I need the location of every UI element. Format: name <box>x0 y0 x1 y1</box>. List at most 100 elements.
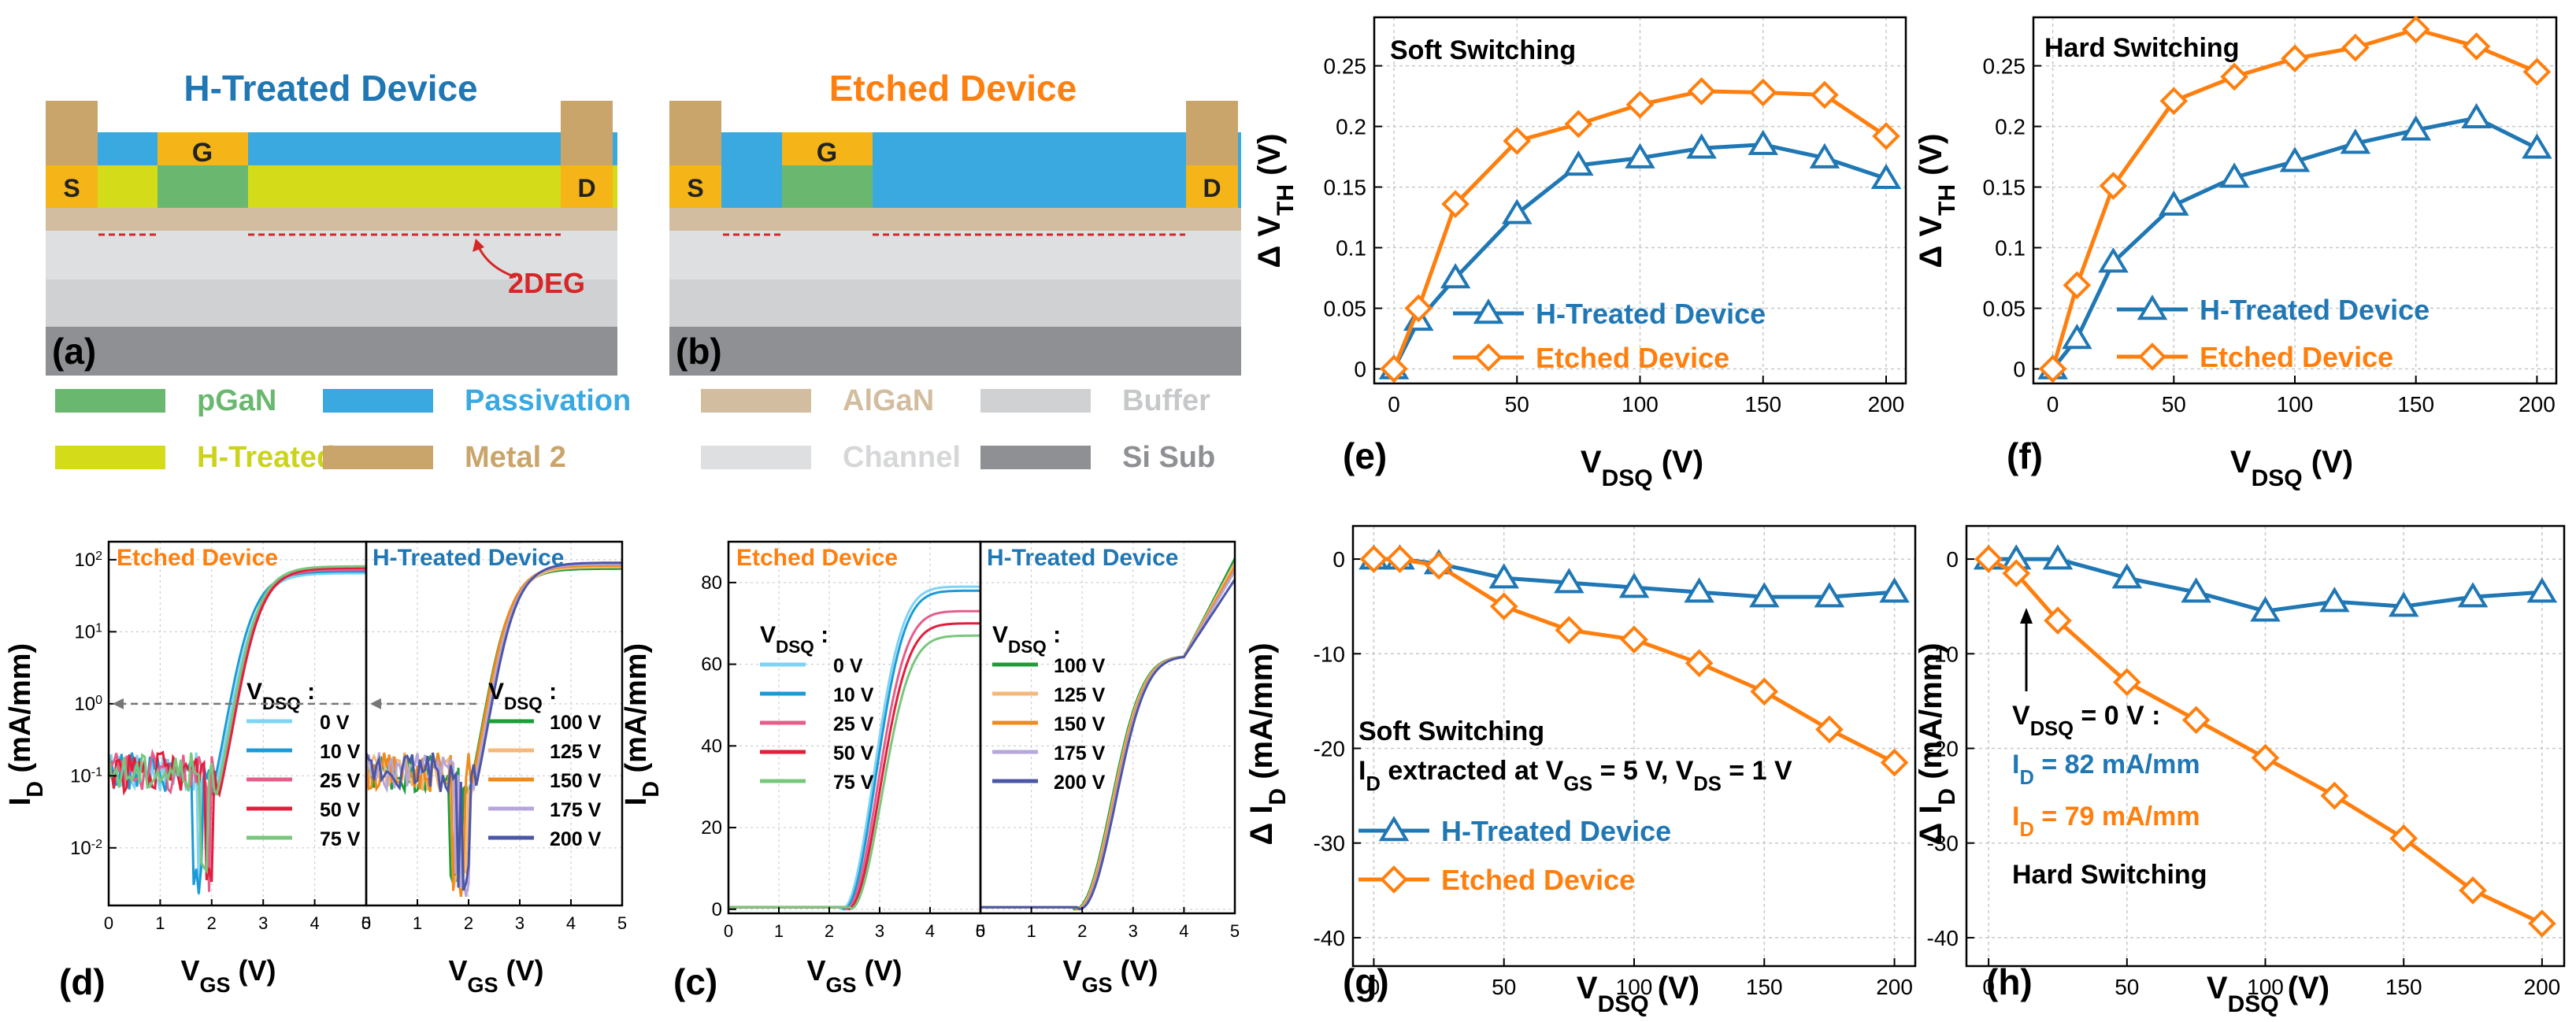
legend-label: 50 V <box>320 799 361 821</box>
data-point-diamond <box>2251 743 2280 772</box>
x-tick-label: 1 <box>413 913 422 933</box>
subplot-title: H-Treated Device <box>373 545 564 571</box>
legend-title: VDSQ : <box>246 679 315 713</box>
x-tick-label: 4 <box>566 913 576 933</box>
si-sub-layer <box>46 327 617 376</box>
series-line-etched-device <box>2051 27 2538 370</box>
annotation-id-etched: ID = 79 mA/mm <box>2012 802 2200 841</box>
data-point-diamond <box>2138 343 2166 371</box>
x-tick-label: 100 <box>2277 392 2314 417</box>
x-tick-label: 3 <box>1129 921 1138 941</box>
curve-100v <box>980 557 1236 911</box>
data-point-triangle <box>2111 563 2143 589</box>
subplot-title: Etched Device <box>736 545 898 571</box>
y-tick-label: -40 <box>1927 926 1959 950</box>
data-point-diamond <box>1811 80 1839 109</box>
x-tick-label: 0 <box>2047 392 2059 417</box>
legend-label: 200 V <box>550 828 602 850</box>
data-point-diamond <box>2099 172 2128 200</box>
data-point-diamond <box>1872 122 1900 150</box>
drain-label: D <box>577 174 595 202</box>
data-point-triangle <box>2457 582 2489 608</box>
legend-label: 10 V <box>833 684 874 706</box>
buffer-layer <box>46 280 617 327</box>
legend-swatch-pgan <box>55 389 165 413</box>
x-axis-title: VGS (V) <box>806 954 902 997</box>
series-line-etched-device <box>1987 557 2543 926</box>
data-point-triangle <box>2218 162 2250 188</box>
data-point-diamond <box>1380 865 1408 894</box>
legend-swatch-buffer <box>980 389 1091 413</box>
data-point-diamond <box>2462 32 2491 61</box>
data-point-triangle <box>2522 133 2552 159</box>
y-tick-label: -30 <box>1927 831 1959 856</box>
x-tick-label: 5 <box>361 913 371 933</box>
panel-h: 0 50 100 150 200 0 -10 -20 -30 -40 VDSQ (V) Δ ID (m… <box>1914 524 2566 1017</box>
annotation-switching: Soft Switching <box>1390 35 1576 65</box>
data-point-triangle <box>2279 146 2311 172</box>
data-point-triangle <box>1563 150 1594 176</box>
plot-frame <box>979 540 1236 915</box>
x-tick-label: 2 <box>464 913 473 933</box>
curve-200v <box>365 561 622 891</box>
data-point-triangle <box>1686 133 1717 159</box>
panel-f: 0 50 100 150 200 0 0.05 0.1 0.15 0.2 0.25 VDSQ (V) Δ… <box>1914 15 2558 491</box>
x-tick-label: 2 <box>1077 921 1087 941</box>
legend-label: 125 V <box>550 741 602 763</box>
y-tick-label: 0 <box>2013 357 2026 382</box>
legend-label: AlGaN <box>843 384 934 417</box>
x-tick-label: 1 <box>1026 921 1036 941</box>
y-tick-label: 0.25 <box>1324 54 1367 79</box>
data-point-diamond <box>1564 109 1593 139</box>
data-point-triangle <box>2319 587 2350 613</box>
x-tick-label: 50 <box>1505 392 1529 417</box>
gate-contact <box>158 132 248 165</box>
data-point-diamond <box>2341 33 2370 62</box>
data-point-diamond <box>2159 87 2189 116</box>
curve-0v <box>108 572 366 895</box>
source-contact <box>669 165 721 208</box>
x-tick-label: 4 <box>925 921 935 941</box>
data-point-diamond <box>2389 824 2418 853</box>
panel-e: 0 50 100 150 200 0 0.05 0.1 0.15 0.2 0.25 VDSQ (V) Δ… <box>1252 16 1907 491</box>
data-point-triangle <box>2042 544 2074 570</box>
curve-150v <box>980 566 1236 911</box>
x-axis-title: VDSQ (V) <box>1577 971 1699 1017</box>
data-point-diamond <box>1489 592 1518 621</box>
drain-metal <box>561 101 613 165</box>
subplot-right: 0 1 2 3 4 5 VDSQ :100 V 125 V 150 V 175 V 200 V H-T… <box>361 540 627 997</box>
x-tick-label: 5 <box>617 913 627 933</box>
x-tick-label: 150 <box>2385 975 2422 999</box>
data-point-diamond <box>2528 909 2556 938</box>
y-tick-label: 0.1 <box>1336 236 1366 261</box>
legend-label: pGaN <box>197 384 276 417</box>
x-tick-label: 3 <box>515 913 524 933</box>
x-tick-label: 200 <box>2524 975 2561 999</box>
data-point-triangle <box>1440 263 1471 289</box>
legend-title: VDSQ : <box>760 622 828 657</box>
y-tick-label: 0 <box>712 899 722 920</box>
annotation-switching: Soft Switching <box>1358 717 1544 746</box>
data-point-triangle <box>1814 582 1845 608</box>
data-point-diamond <box>2038 354 2067 383</box>
x-tick-label: 2 <box>825 921 834 941</box>
algan-layer <box>46 208 617 231</box>
data-point-diamond <box>2281 44 2309 73</box>
subplot-left: 0 1 2 3 4 5 VDSQ :0 V 10 V 25 V 50 V 75 V Etched De… <box>724 540 985 997</box>
x-tick-label: 0 <box>1368 975 1381 999</box>
data-point-diamond <box>2181 705 2211 735</box>
panel-g: 0 50 100 150 200 0 -10 -20 -30 -40 VDSQ (V) Δ ID (m… <box>1244 524 1917 1017</box>
legend-swatch-algan <box>701 389 811 413</box>
buffer-layer <box>669 280 1241 327</box>
legend-label: 200 V <box>1054 772 1106 794</box>
data-point-triangle <box>2250 596 2281 622</box>
data-point-triangle <box>2181 577 2211 603</box>
annotation-vdsq: VDSQ = 0 V : <box>2012 701 2161 740</box>
source-metal <box>669 101 721 165</box>
y-tick-label: -10 <box>1314 642 1345 666</box>
data-point-diamond <box>1404 294 1433 323</box>
panel-b-letter: (b) <box>676 331 722 372</box>
data-point-diamond <box>2220 62 2248 91</box>
data-point-triangle <box>1554 568 1585 594</box>
